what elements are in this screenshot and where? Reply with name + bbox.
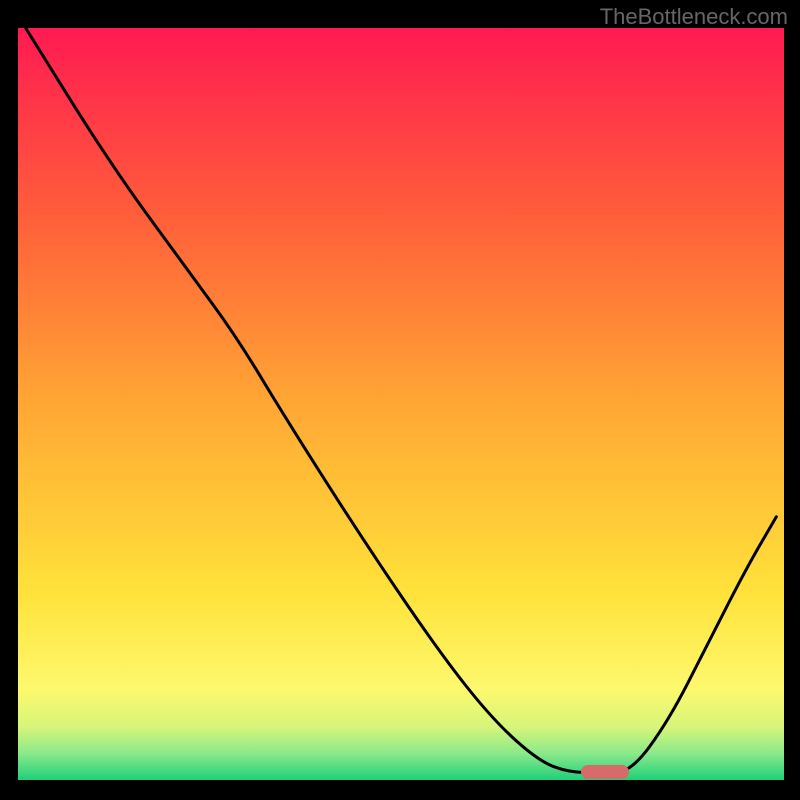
chart-container: TheBottleneck.com	[0, 0, 800, 800]
watermark-text: TheBottleneck.com	[600, 4, 788, 30]
optimum-marker	[581, 765, 629, 779]
chart-plot-area	[18, 28, 784, 780]
